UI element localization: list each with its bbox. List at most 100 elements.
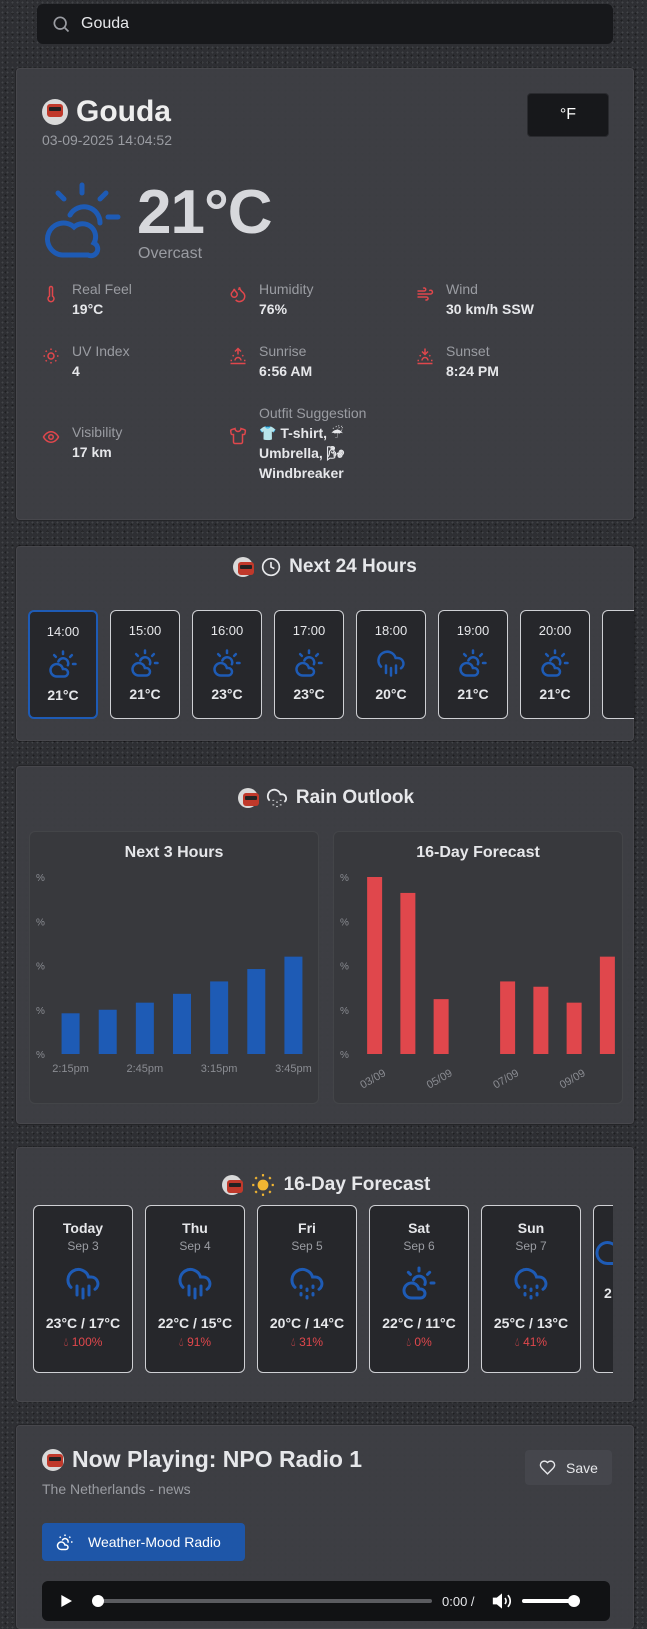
cloud-drizzle-icon — [514, 1268, 548, 1300]
chart-bar — [367, 877, 383, 1054]
metric-uv-index: UV Index 4 — [42, 341, 130, 381]
day-card[interactable]: Sun Sep 7 25°C / 13°C 💧︎ 41% — [481, 1205, 581, 1373]
hour-temp: 20°C — [375, 686, 407, 702]
metric-sunrise: Sunrise 6:56 AM — [229, 341, 312, 381]
metric-sunset: Sunset 8:24 PM — [416, 341, 499, 381]
hour-temp: 23°C — [211, 686, 243, 702]
hour-card-partial[interactable] — [602, 610, 634, 719]
droplet-icon: 💧︎ — [178, 1335, 184, 1349]
volume-handle[interactable] — [568, 1595, 580, 1607]
precip-chance: 💧︎ 91% — [178, 1335, 212, 1349]
droplet-icon: 💧︎ — [63, 1335, 69, 1349]
weather-mood-radio-button[interactable]: Weather-Mood Radio — [42, 1523, 245, 1561]
train-icon — [221, 1175, 243, 1195]
unit-toggle-button[interactable]: °F — [527, 93, 609, 137]
day-card[interactable]: Thu Sep 4 22°C / 15°C 💧︎ 91% — [145, 1205, 245, 1373]
chart-bar — [247, 969, 266, 1054]
cloud-sun-icon — [49, 650, 77, 678]
search-input[interactable] — [81, 15, 581, 33]
rain-title-text: Rain Outlook — [295, 787, 415, 808]
clock-icon — [261, 557, 281, 577]
precip-chance: 💧︎ 100% — [63, 1335, 103, 1349]
daily-header: 16-Day Forecast — [17, 1172, 633, 1198]
hour-temp: 23°C — [293, 686, 325, 702]
day-list: Today Sep 3 23°C / 17°C 💧︎ 100% Thu Sep 4 22°C… — [33, 1205, 613, 1373]
hour-card[interactable]: 16:00 23°C — [192, 610, 262, 719]
metric-visibility: Visibility 17 km — [42, 422, 122, 462]
x-tick-label: 09/09 — [558, 1067, 588, 1091]
eye-icon — [42, 430, 60, 444]
hour-list: 14:00 21°C 15:00 21°C 16:00 23°C 17:00 23°C 18:0… — [28, 610, 634, 719]
next-3-hours-title: Next 3 Hours — [124, 844, 224, 861]
precip-chance: 💧︎ 31% — [290, 1335, 324, 1349]
hour-card[interactable]: 17:00 23°C — [274, 610, 344, 719]
day-temps: 22°C / 11°C — [382, 1315, 456, 1331]
day-card[interactable]: 2 — [593, 1205, 613, 1373]
chart-bar — [433, 999, 449, 1054]
chart-bar — [500, 981, 516, 1054]
search-bar[interactable] — [37, 4, 613, 44]
shirt-icon — [229, 427, 247, 445]
daily-scroller[interactable]: Today Sep 3 23°C / 17°C 💧︎ 100% Thu Sep 4 22°C… — [33, 1205, 613, 1377]
daily-forecast-card: 16-Day Forecast Today Sep 3 23°C / 17°C 💧︎ … — [16, 1147, 634, 1402]
daily-title-text: 16-Day Forecast — [283, 1174, 431, 1195]
hour-time: 20:00 — [538, 623, 572, 638]
day-name: Fri — [298, 1220, 316, 1236]
hour-card[interactable]: 15:00 21°C — [110, 610, 180, 719]
city-header: Gouda — [42, 95, 171, 129]
volume-slider[interactable] — [522, 1595, 580, 1607]
day-card[interactable]: Sat Sep 6 22°C / 11°C 💧︎ 0% — [369, 1205, 469, 1373]
hour-card[interactable]: 20:00 21°C — [520, 610, 590, 719]
hour-card[interactable]: 19:00 21°C — [438, 610, 508, 719]
current-condition: Overcast — [138, 245, 203, 262]
hour-card[interactable]: 18:00 20°C — [356, 610, 426, 719]
day-name: Sun — [517, 1220, 545, 1236]
x-tick-label: 03/09 — [358, 1067, 388, 1091]
y-tick-label: % — [340, 917, 349, 928]
chart-bar — [61, 1013, 80, 1054]
cloud-sun-icon — [295, 649, 323, 677]
volume-icon[interactable] — [492, 1591, 512, 1611]
x-tick-label: 2:45pm — [127, 1063, 164, 1075]
hourly-header: Next 24 Hours — [16, 556, 634, 578]
play-icon[interactable] — [58, 1593, 74, 1609]
day-card[interactable]: Today Sep 3 23°C / 17°C 💧︎ 100% — [33, 1205, 133, 1373]
rain-outlook-card: Rain Outlook Next 3 Hours %%%%% 2:15pm 2:4… — [16, 766, 634, 1124]
train-icon — [42, 99, 68, 125]
hour-card[interactable]: 14:00 21°C — [28, 610, 98, 719]
thermometer-icon — [47, 285, 55, 303]
day-date: Sep 3 — [67, 1239, 99, 1253]
y-tick-label: % — [340, 962, 349, 973]
x-tick-label: 05/09 — [425, 1067, 455, 1091]
heart-icon — [539, 1460, 556, 1475]
metric-humidity: Humidity 76% — [229, 279, 313, 319]
day-card[interactable]: Fri Sep 5 20°C / 14°C 💧︎ 31% — [257, 1205, 357, 1373]
cloud-sun-icon — [541, 649, 569, 677]
cloud-sun-icon — [45, 182, 121, 259]
train-icon — [42, 1448, 64, 1471]
now-playing-subtitle: The Netherlands - news — [42, 1481, 191, 1497]
y-tick-label: % — [340, 1050, 349, 1061]
cloud-drizzle-icon — [290, 1268, 324, 1300]
player-header: Now Playing: NPO Radio 1 — [42, 1446, 362, 1473]
hour-time: 14:00 — [46, 624, 80, 639]
save-button[interactable]: Save — [525, 1450, 612, 1485]
metric-wind: Wind 30 km/h SSW — [416, 279, 534, 319]
y-tick-label: % — [340, 873, 349, 884]
y-tick-label: % — [340, 1006, 349, 1017]
day-date: Sep 6 — [403, 1239, 435, 1253]
sunrise-icon — [230, 347, 246, 365]
droplet-icon: 💧︎ — [290, 1335, 296, 1349]
cloud-drizzle-icon — [266, 788, 287, 808]
audio-player: 0:00 / — [42, 1581, 610, 1621]
progress-slider[interactable] — [92, 1595, 432, 1607]
cloud-icon — [595, 1241, 613, 1265]
day-temps: 25°C / 13°C — [493, 1315, 569, 1331]
day-temps: 23°C / 17°C — [45, 1315, 121, 1331]
cloud-sun-icon — [131, 649, 159, 677]
hourly-scroller[interactable]: 14:00 21°C 15:00 21°C 16:00 23°C 17:00 23°C 18:0… — [16, 546, 634, 741]
cloud-rain-icon — [377, 650, 405, 677]
chart-bar — [210, 981, 229, 1054]
progress-handle[interactable] — [92, 1595, 104, 1607]
day-temps: 22°C / 15°C — [157, 1315, 233, 1331]
